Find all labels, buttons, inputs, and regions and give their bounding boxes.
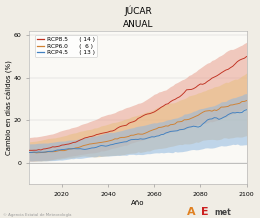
Text: © Agencia Estatal de Meteorología: © Agencia Estatal de Meteorología	[3, 213, 71, 217]
Title: JÚCAR
ANUAL: JÚCAR ANUAL	[123, 5, 153, 29]
Text: E: E	[202, 207, 209, 217]
Y-axis label: Cambio en días cálidos (%): Cambio en días cálidos (%)	[5, 60, 12, 155]
Text: met: met	[214, 208, 231, 217]
Text: A: A	[187, 207, 196, 217]
Legend: RCP8.5      ( 14 ), RCP6.0      (  6 ), RCP4.5      ( 13 ): RCP8.5 ( 14 ), RCP6.0 ( 6 ), RCP4.5 ( 13…	[35, 35, 96, 57]
X-axis label: Año: Año	[131, 200, 145, 206]
